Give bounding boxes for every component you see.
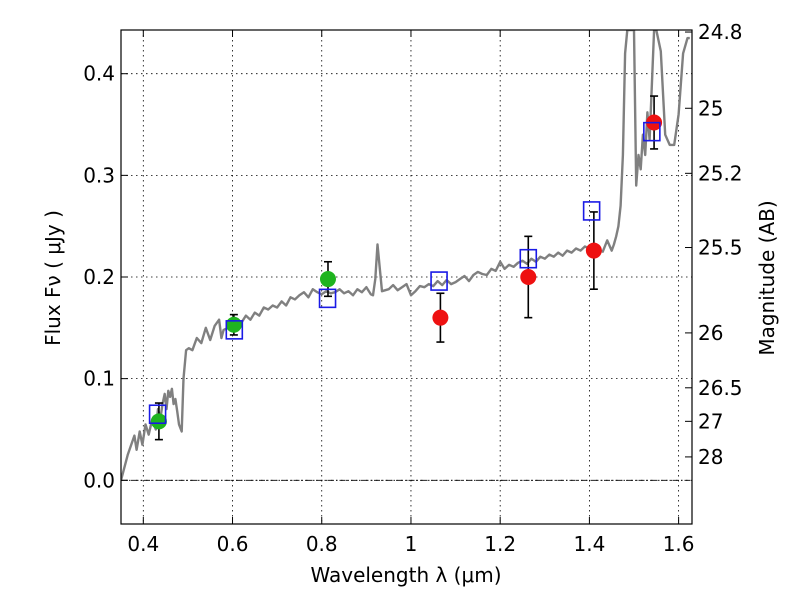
- x-tick-label: 0.4: [127, 532, 159, 556]
- x-tick-label: 1.2: [484, 532, 516, 556]
- mag-tick-label: 26: [698, 321, 723, 345]
- mag-tick-label: 28: [698, 445, 723, 469]
- observed-point: [520, 269, 537, 285]
- mag-tick-label: 24.8: [698, 20, 743, 44]
- x-tick-label: 0.8: [306, 532, 338, 556]
- x-tick-label: 0.6: [217, 532, 249, 556]
- right-axis-title: Magnitude (AB): [755, 200, 779, 355]
- model-phot-marker: [430, 271, 448, 291]
- data-points: [148, 95, 663, 441]
- model-phot-marker: [519, 248, 538, 269]
- mag-tick-label: 26.5: [698, 376, 743, 400]
- model-phot-marker: [148, 404, 167, 425]
- y-tick-label: 0.1: [83, 367, 115, 391]
- y-tick-label: 0.4: [83, 62, 115, 86]
- y-tick-label: 0.2: [83, 265, 115, 289]
- model-phot-marker: [318, 288, 337, 309]
- observed-point: [319, 271, 336, 288]
- mag-tick-label: 25.5: [698, 236, 743, 260]
- observed-point: [150, 413, 167, 430]
- axes: 0.4 0.6 0.8 1 1.2 1.4 1.6 0.0 0.1 0.2 0.3 0.4 24.8 25…: [83, 20, 742, 556]
- x-axis-title: Wavelength λ (μm): [310, 563, 501, 587]
- model-phot-marker: [225, 320, 244, 340]
- model-spectrum-line: [121, 30, 690, 481]
- y-tick-label: 0.0: [83, 468, 115, 492]
- model-phot-marker: [643, 121, 661, 142]
- mag-tick-label: 25.2: [698, 161, 743, 185]
- observed-point: [585, 242, 602, 259]
- model-spectrum: [121, 30, 690, 481]
- model-phot-marker: [582, 201, 601, 221]
- x-tick-label: 1.4: [573, 532, 605, 556]
- y-tick-label: 0.3: [83, 163, 115, 187]
- x-tick-label: 1.6: [663, 532, 695, 556]
- mag-tick-label: 25: [698, 96, 723, 120]
- observed-point: [432, 309, 449, 326]
- y-axis-title: Flux Fν ( μJy ): [41, 210, 65, 346]
- grid: [121, 30, 692, 524]
- x-tick-label: 1: [405, 532, 418, 556]
- plot-frame: [120, 29, 693, 525]
- observed-point: [225, 316, 242, 333]
- mag-tick-label: 27: [698, 409, 723, 433]
